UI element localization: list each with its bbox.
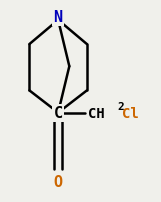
Text: N: N bbox=[54, 10, 63, 25]
Text: O: O bbox=[54, 174, 63, 189]
Text: N: N bbox=[54, 10, 63, 25]
Text: 2: 2 bbox=[117, 101, 124, 111]
Text: Cl: Cl bbox=[122, 106, 139, 120]
Text: C: C bbox=[54, 106, 63, 121]
Text: C: C bbox=[54, 106, 63, 121]
Text: CH: CH bbox=[89, 106, 105, 120]
Text: O: O bbox=[54, 174, 63, 189]
